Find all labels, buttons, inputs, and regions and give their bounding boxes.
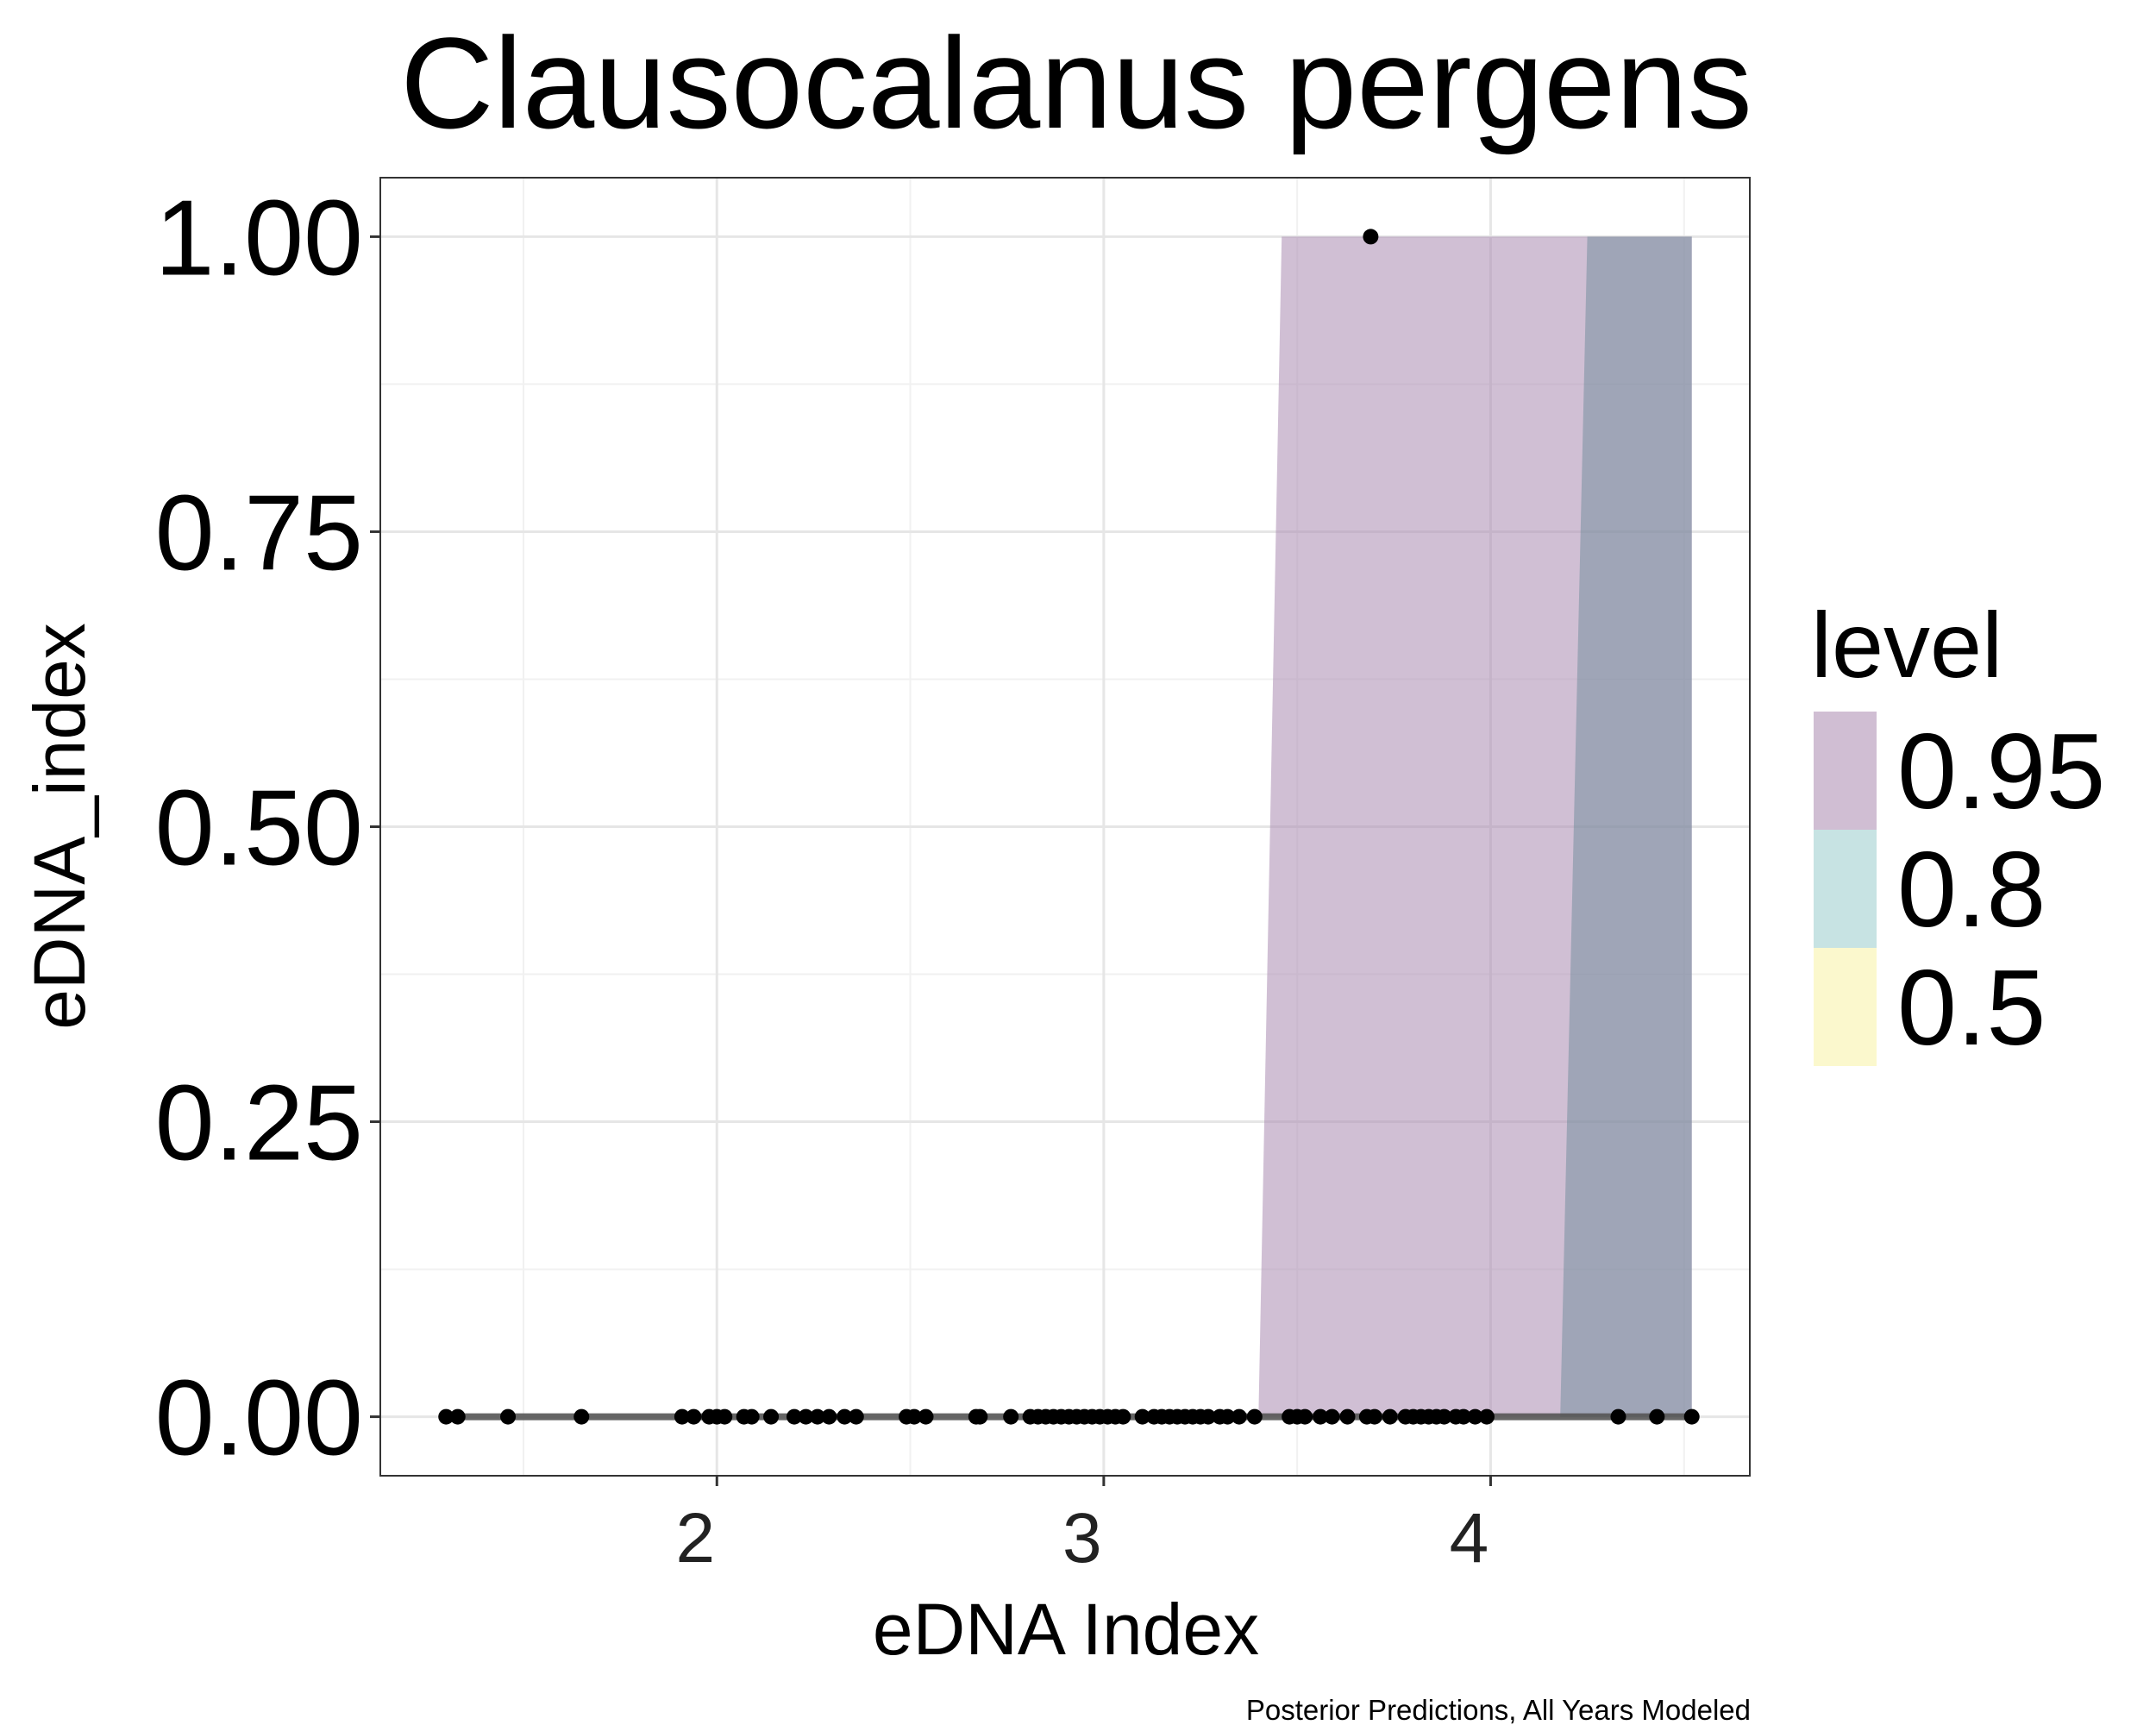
legend-key-0.8	[1814, 830, 1877, 948]
data-point	[1115, 1408, 1131, 1425]
data-point	[1246, 1408, 1263, 1425]
data-point	[674, 1408, 690, 1425]
data-point	[1683, 1408, 1700, 1425]
data-point	[717, 1408, 733, 1425]
chart-title: Clausocalanus pergens	[400, 10, 1752, 155]
data-point	[809, 1408, 825, 1425]
data-point	[1363, 229, 1379, 245]
data-point	[1610, 1408, 1626, 1425]
data-point	[1478, 1408, 1495, 1425]
y-axis: 0.00 0.25 0.50 0.75 1.00	[155, 179, 380, 1478]
data-point	[573, 1408, 590, 1425]
data-point	[1003, 1408, 1019, 1425]
data-point	[1456, 1408, 1472, 1425]
legend-key-0.95	[1814, 712, 1877, 830]
legend-title: level	[1811, 593, 2002, 697]
data-point	[438, 1408, 454, 1425]
data-point	[743, 1408, 760, 1425]
y-axis-title: eDNA_index	[19, 623, 100, 1030]
data-point	[798, 1408, 814, 1425]
data-point	[1219, 1408, 1236, 1425]
x-axis: 2 3 4	[675, 1476, 1492, 1578]
data-point	[1436, 1408, 1452, 1425]
data-point	[763, 1408, 780, 1425]
data-point	[1382, 1408, 1398, 1425]
data-point	[1324, 1408, 1340, 1425]
data-point	[786, 1408, 802, 1425]
data-point	[1649, 1408, 1665, 1425]
y-tick-label: 1.00	[155, 179, 363, 298]
ribbon-0.8	[1560, 236, 1692, 1417]
data-point	[686, 1408, 702, 1425]
data-point	[1313, 1408, 1329, 1425]
data-point	[918, 1408, 934, 1425]
data-point	[848, 1408, 864, 1425]
x-tick-label: 3	[1062, 1499, 1102, 1578]
x-tick-label: 2	[675, 1499, 715, 1578]
data-point	[1339, 1408, 1356, 1425]
legend: level 0.950.80.5	[1811, 593, 2105, 1068]
legend-label: 0.95	[1897, 712, 2105, 831]
data-point	[821, 1408, 837, 1425]
legend-key-0.5	[1814, 948, 1877, 1066]
caption: Posterior Predictions, All Years Modeled	[1246, 1694, 1751, 1725]
data-point	[972, 1408, 988, 1425]
data-point	[449, 1408, 466, 1425]
legend-label: 0.5	[1897, 949, 2046, 1068]
ribbon-layer	[1258, 236, 1692, 1417]
data-point	[500, 1408, 517, 1425]
data-point	[1467, 1408, 1483, 1425]
data-point	[1366, 1408, 1382, 1425]
y-tick-label: 0.75	[155, 474, 363, 593]
x-axis-title: eDNA Index	[873, 1589, 1259, 1670]
points-layer	[438, 229, 1700, 1425]
legend-label: 0.8	[1897, 831, 2046, 950]
data-point	[1231, 1408, 1247, 1425]
data-point	[906, 1408, 923, 1425]
x-tick-label: 4	[1450, 1499, 1489, 1578]
data-point	[1134, 1408, 1150, 1425]
y-tick-label: 0.00	[155, 1359, 363, 1478]
data-point	[1200, 1408, 1216, 1425]
y-tick-label: 0.25	[155, 1064, 363, 1183]
data-point	[1297, 1408, 1313, 1425]
data-point	[837, 1408, 853, 1425]
y-tick-label: 0.50	[155, 769, 363, 888]
